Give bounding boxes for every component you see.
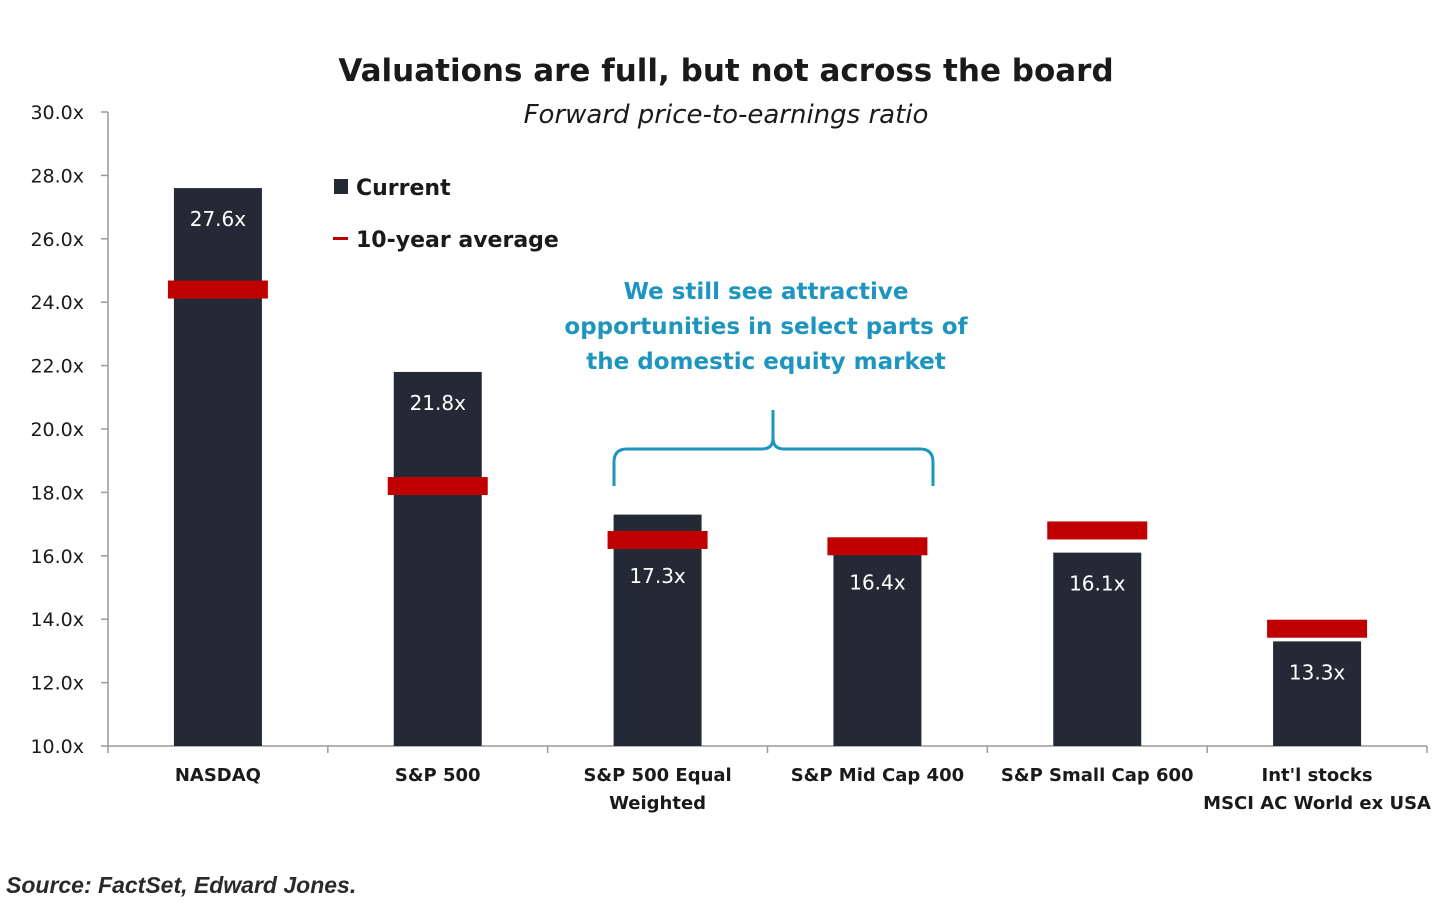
data-labels-group: 27.6x 21.8x 17.3x 16.4x 16.1x 13.3x [190,207,1346,684]
marker-10yr-average [1047,521,1148,540]
bar-current [833,543,922,746]
y-tick-label: 10.0x [30,736,84,758]
data-label: 16.4x [849,570,906,594]
bar-current [613,514,702,746]
data-label: 21.8x [410,391,467,415]
legend-label-average: 10-year average [356,228,559,253]
bar-current [1273,641,1362,746]
y-tick-label: 16.0x [30,546,84,568]
bar-current [1053,552,1142,746]
annotation-line-2: opportunities in select parts of [564,314,968,340]
x-tick-label: S&P Mid Cap 400 [791,765,964,786]
annotation-line-1: We still see attractive [624,279,909,305]
marker-10yr-average [1267,619,1368,638]
chart-title: Valuations are full, but not across the … [338,53,1113,89]
bar-current [173,188,262,746]
x-tick-label: Weighted [609,793,706,814]
y-tick-label: 18.0x [30,482,84,504]
legend: Current 10-year average [333,176,559,253]
legend-swatch-average [333,237,348,240]
marker-10yr-average [827,537,928,556]
bars-group [173,188,1362,746]
axes: 10.0x 12.0x 14.0x 16.0x 18.0x 20.0x 22.0x 24.0x… [30,102,1428,758]
y-tick-label: 24.0x [30,292,84,314]
marker-10yr-average [607,530,708,549]
y-tick-label: 26.0x [30,229,84,251]
x-tick-label: MSCI AC World ex USA [1203,793,1431,814]
data-label: 16.1x [1069,572,1126,596]
average-markers-group [167,280,1368,638]
marker-10yr-average [387,477,488,496]
y-tick-label: 28.0x [30,165,84,187]
y-tick-label: 30.0x [30,102,84,124]
annotation-line-3: the domestic equity market [586,349,945,375]
chart-subtitle: Forward price-to-earnings ratio [524,100,929,130]
y-tick-label: 12.0x [30,673,84,695]
data-label: 17.3x [629,564,686,588]
x-tick-label: Int'l stocks [1262,765,1373,786]
source-note: Source: FactSet, Edward Jones. [6,872,357,898]
x-tick-labels: NASDAQ S&P 500 S&P 500 Equal Weighted S&P Mi… [175,765,1431,814]
annotation-brace [612,410,935,486]
x-tick-label: S&P 500 [395,765,481,786]
x-tick-label: NASDAQ [175,765,261,786]
legend-label-current: Current [356,176,451,201]
x-tick-label: S&P Small Cap 600 [1001,765,1194,786]
y-tick-label: 22.0x [30,356,84,378]
data-label: 13.3x [1289,660,1346,684]
y-tick-label: 14.0x [30,609,84,631]
annotation: We still see attractive opportunities in… [564,279,969,486]
legend-swatch-current [334,179,348,194]
bar-current [393,371,482,746]
data-label: 27.6x [190,207,247,231]
y-tick-label: 20.0x [30,419,84,441]
x-tick-label: S&P 500 Equal [583,765,731,786]
marker-10yr-average [167,280,268,299]
